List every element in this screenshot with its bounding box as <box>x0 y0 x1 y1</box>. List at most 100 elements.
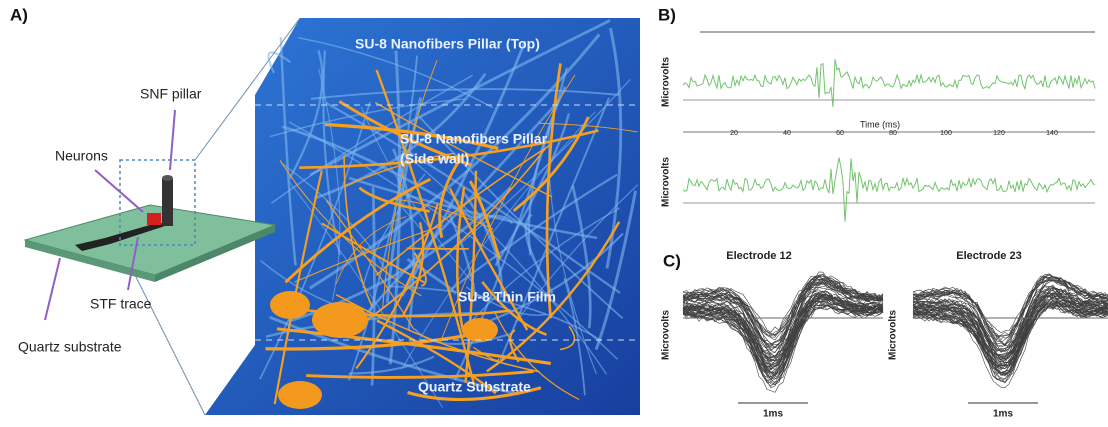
annotation: Quartz substrate <box>18 339 122 355</box>
neurite <box>335 294 540 373</box>
x-tick-label: 140 <box>1046 130 1058 137</box>
nanofiber <box>348 355 435 375</box>
nanofiber <box>288 50 324 180</box>
waveform <box>682 287 884 370</box>
nanofiber <box>388 50 402 365</box>
waveform <box>682 282 884 344</box>
neurite <box>284 177 432 284</box>
waveform <box>682 281 883 335</box>
waveform <box>912 299 1108 382</box>
nanofiber <box>297 36 494 109</box>
neurite <box>472 346 500 362</box>
x-tick-label: 40 <box>783 130 791 137</box>
waveform <box>683 304 884 389</box>
neurite <box>382 60 438 310</box>
image-label: Quartz Substrate <box>418 379 531 395</box>
neurite <box>545 63 562 319</box>
nanofiber <box>563 277 586 396</box>
plot-title: Electrode 23 <box>956 250 1021 262</box>
neurite <box>413 252 427 287</box>
nanofiber <box>325 101 621 294</box>
y-label: Microvolts <box>661 57 672 107</box>
neurite <box>343 155 373 307</box>
neurite <box>273 170 323 405</box>
x-tick-label: 20 <box>730 130 738 137</box>
waveforms <box>682 271 884 393</box>
neurite <box>358 186 430 213</box>
nanofiber <box>494 113 571 267</box>
zoom-box <box>119 159 196 246</box>
neurite <box>468 180 501 260</box>
waveform <box>912 276 1108 353</box>
x-tick-label: 60 <box>836 130 844 137</box>
waveform <box>682 273 884 338</box>
nanofiber <box>483 232 624 325</box>
neurite <box>375 143 553 276</box>
scale-label: 1ms <box>763 409 783 420</box>
neurite <box>355 203 439 370</box>
neuron-body <box>462 318 498 342</box>
waveform <box>912 278 1108 348</box>
scale-label: 1ms <box>993 409 1013 420</box>
nanofiber <box>267 51 292 74</box>
neurite <box>277 305 508 318</box>
nanofiber <box>310 88 620 100</box>
neurite <box>391 198 494 230</box>
neurite <box>486 221 621 373</box>
nanofiber <box>447 212 477 302</box>
waveform <box>912 299 1108 375</box>
neurite <box>374 101 553 198</box>
traces <box>682 59 1096 222</box>
nanofiber <box>348 176 598 240</box>
waveform <box>682 307 884 393</box>
waveform <box>912 280 1108 351</box>
x-tick-label: 100 <box>940 130 952 137</box>
waveform <box>912 297 1108 371</box>
waveform <box>682 300 884 384</box>
nanofiber <box>402 207 425 233</box>
waveform <box>682 296 884 371</box>
micrograph <box>205 18 640 415</box>
image-label: SU-8 Nanofibers Pillar (Top) <box>355 36 540 52</box>
nanofiber <box>370 187 376 386</box>
waveform <box>912 296 1108 369</box>
fibers <box>259 19 639 409</box>
neurite <box>509 329 520 363</box>
waveform <box>912 273 1108 343</box>
nanofiber <box>388 285 602 342</box>
trace <box>682 59 1096 108</box>
neurite <box>438 155 464 239</box>
waveform <box>682 294 884 367</box>
waveform <box>682 285 884 362</box>
pillar <box>162 178 173 226</box>
nanofiber <box>314 72 487 200</box>
waveform <box>682 281 884 348</box>
nanofiber <box>349 99 561 333</box>
stf-trace <box>75 222 165 251</box>
nanofiber <box>594 190 637 351</box>
neurite <box>265 330 488 351</box>
zoom-line <box>194 17 301 161</box>
nanofiber <box>451 173 618 290</box>
neurite <box>335 216 407 285</box>
nanofiber <box>471 207 620 322</box>
neurite <box>559 325 576 351</box>
panel-label: B) <box>658 5 676 24</box>
x-label: Time (ms) <box>860 119 900 129</box>
neurite <box>375 69 476 387</box>
neurite <box>338 100 472 167</box>
panel-label: C) <box>663 251 681 270</box>
pillar-top <box>162 175 173 181</box>
nanofiber <box>318 68 341 301</box>
waveform <box>682 271 884 345</box>
neuron-body <box>312 302 368 338</box>
waveform <box>682 300 884 378</box>
neurite <box>481 281 547 336</box>
neurite <box>325 200 415 330</box>
waveform <box>682 297 884 380</box>
neurite <box>539 122 638 133</box>
nanofiber <box>270 74 473 204</box>
image-label: SU-8 Nanofibers Pillar <box>400 131 548 147</box>
waveform <box>682 280 884 345</box>
